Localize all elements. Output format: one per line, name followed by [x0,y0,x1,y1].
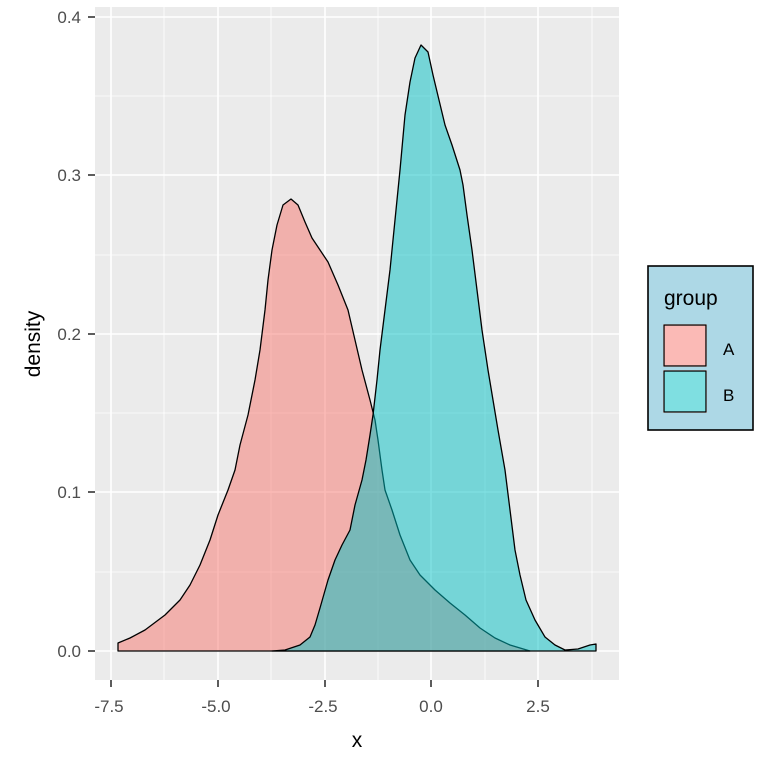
legend-label-b: B [723,386,734,405]
y-axis [88,16,95,652]
y-axis-title: density [22,310,45,377]
x-axis [110,680,539,687]
x-tick-label: -2.5 [308,697,337,716]
legend-swatch-a [663,324,707,367]
x-tick-label: 2.5 [526,697,550,716]
density-area-b [271,44,597,652]
y-tick-label: 0.4 [57,8,81,27]
legend-label-a: A [723,340,735,359]
legend-title: group [664,287,718,310]
y-tick-label: 0.3 [57,166,81,185]
x-axis-title: x [352,729,363,752]
legend: group A B [647,265,754,431]
legend-swatch-b [663,370,707,413]
y-tick-label: 0.0 [57,642,81,661]
x-tick-label: 0.0 [419,697,443,716]
x-tick-label: -5.0 [201,697,230,716]
y-tick-label: 0.1 [57,483,81,502]
x-tick-label: -7.5 [94,697,123,716]
y-tick-label: 0.2 [57,325,81,344]
